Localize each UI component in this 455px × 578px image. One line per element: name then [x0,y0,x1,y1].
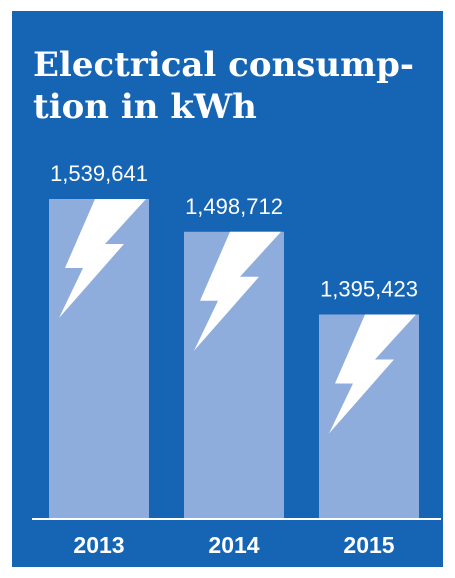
labels-group: 1,539,641 2013 1,498,712 2014 1,395,423 2015 [50,161,418,558]
value-label: 1,539,641 [50,161,148,186]
value-label: 1,498,712 [185,194,283,219]
chart-title: Electrical consump- tion in kWh [33,45,415,127]
x-tick-label: 2014 [208,532,259,558]
value-label: 1,395,423 [320,276,418,301]
x-tick-label: 2015 [343,532,394,558]
x-tick-label: 2013 [73,532,124,558]
lightning-bolt-icon [59,199,146,318]
lightning-bolt-icon [329,314,416,434]
lightning-bolt-icon [194,231,281,351]
bars-group [49,199,419,519]
